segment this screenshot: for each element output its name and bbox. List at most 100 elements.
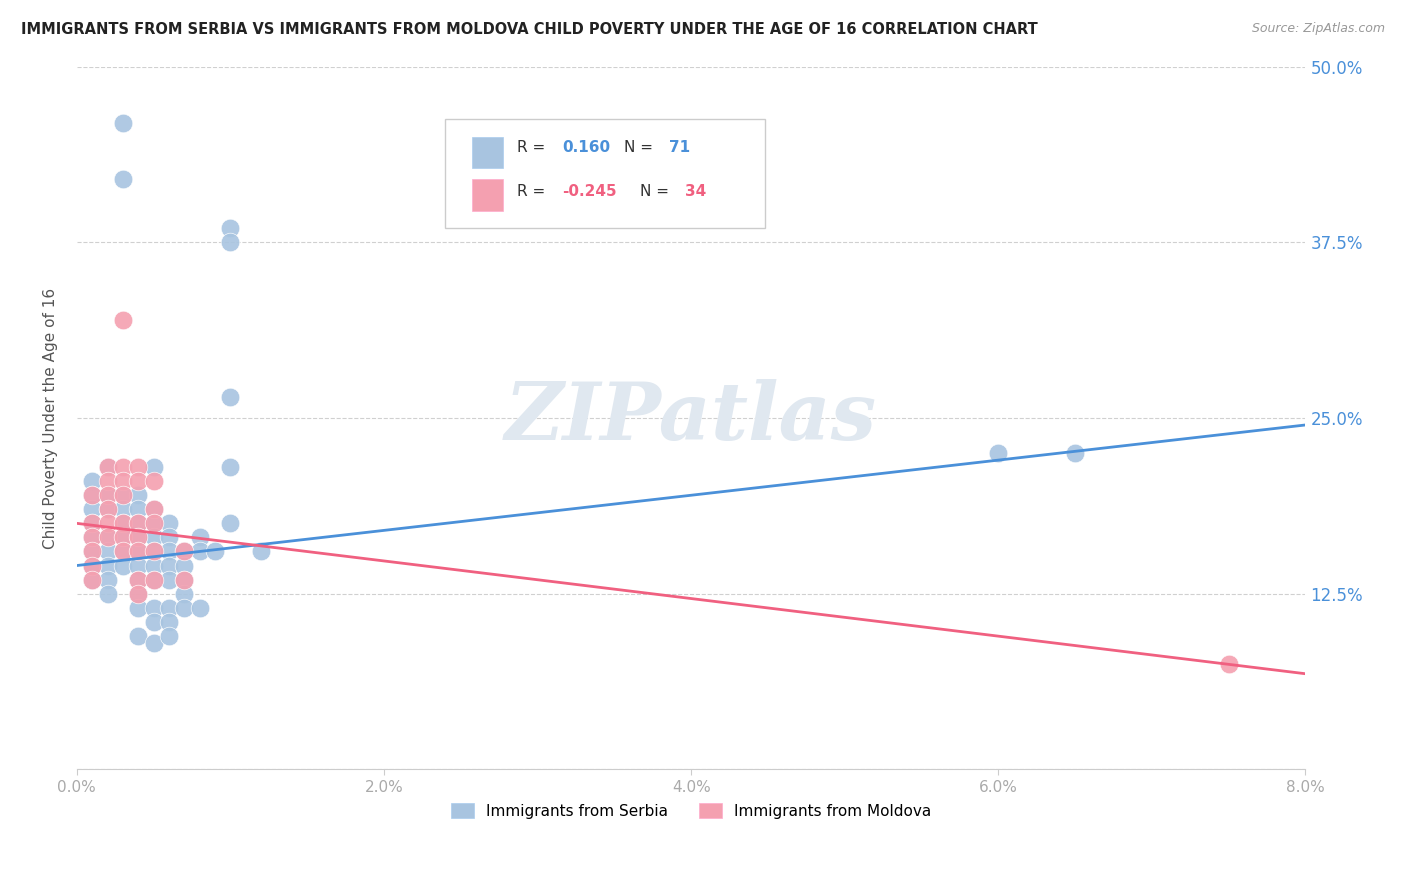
Point (157, 530, 180, 544)
Point (142, 516, 165, 531)
Point (142, 636, 165, 650)
Point (111, 116, 134, 130)
FancyBboxPatch shape (446, 120, 765, 228)
Point (127, 516, 149, 531)
Point (82, 516, 104, 531)
Point (157, 558, 180, 573)
Point (97, 516, 120, 531)
Point (1064, 446, 1087, 460)
Point (127, 558, 149, 573)
Point (127, 573, 149, 587)
Point (127, 629, 149, 643)
Point (111, 558, 134, 573)
Point (111, 502, 134, 516)
Text: N =: N = (640, 184, 673, 199)
Point (97, 558, 120, 573)
Point (142, 558, 165, 573)
Point (173, 573, 195, 587)
Point (219, 235, 242, 250)
Point (142, 530, 165, 544)
Point (173, 544, 195, 558)
Point (127, 587, 149, 601)
Bar (472, 179, 503, 211)
Point (157, 629, 180, 643)
Point (142, 502, 165, 516)
Point (111, 488, 134, 502)
Point (111, 516, 134, 531)
Point (173, 587, 195, 601)
Point (204, 544, 226, 558)
Point (82, 544, 104, 558)
Point (111, 530, 134, 544)
Point (157, 544, 180, 558)
Text: 0.160: 0.160 (562, 140, 610, 155)
Point (111, 544, 134, 558)
Point (82, 488, 104, 502)
Point (97, 474, 120, 488)
Point (111, 544, 134, 558)
Point (127, 573, 149, 587)
Point (97, 488, 120, 502)
Point (127, 530, 149, 544)
Point (157, 615, 180, 629)
Point (111, 516, 134, 531)
Text: 71: 71 (669, 140, 690, 155)
Text: IMMIGRANTS FROM SERBIA VS IMMIGRANTS FROM MOLDOVA CHILD POVERTY UNDER THE AGE OF: IMMIGRANTS FROM SERBIA VS IMMIGRANTS FRO… (21, 22, 1038, 37)
Point (157, 600, 180, 615)
Point (157, 516, 180, 531)
Point (111, 474, 134, 488)
Text: -0.245: -0.245 (562, 184, 617, 199)
Point (188, 530, 211, 544)
Point (97, 573, 120, 587)
Point (127, 516, 149, 531)
Point (82, 544, 104, 558)
Point (188, 600, 211, 615)
Point (142, 615, 165, 629)
Point (219, 221, 242, 235)
Point (173, 600, 195, 615)
Point (82, 502, 104, 516)
Point (142, 474, 165, 488)
Point (127, 488, 149, 502)
Point (111, 172, 134, 186)
Point (97, 460, 120, 475)
Point (111, 530, 134, 544)
Point (142, 516, 165, 531)
Point (97, 530, 120, 544)
Point (142, 600, 165, 615)
Point (173, 558, 195, 573)
Point (111, 460, 134, 475)
Text: Source: ZipAtlas.com: Source: ZipAtlas.com (1251, 22, 1385, 36)
Point (97, 544, 120, 558)
Point (127, 460, 149, 475)
Point (142, 460, 165, 475)
Point (111, 312, 134, 326)
Point (127, 530, 149, 544)
Point (987, 446, 1010, 460)
Point (82, 573, 104, 587)
Point (82, 474, 104, 488)
Point (127, 502, 149, 516)
Point (82, 488, 104, 502)
Point (82, 558, 104, 573)
Bar (472, 136, 503, 169)
Point (1218, 657, 1240, 671)
Point (97, 460, 120, 475)
Point (142, 544, 165, 558)
Point (82, 573, 104, 587)
Y-axis label: Child Poverty Under the Age of 16: Child Poverty Under the Age of 16 (44, 287, 58, 549)
Point (173, 573, 195, 587)
Point (82, 530, 104, 544)
Point (142, 544, 165, 558)
Point (127, 474, 149, 488)
Point (127, 544, 149, 558)
Point (188, 544, 211, 558)
Point (97, 530, 120, 544)
Point (219, 390, 242, 404)
Point (219, 516, 242, 531)
Text: R =: R = (516, 184, 550, 199)
Legend: Immigrants from Serbia, Immigrants from Moldova: Immigrants from Serbia, Immigrants from … (444, 797, 938, 825)
Point (219, 460, 242, 475)
Point (97, 502, 120, 516)
Point (97, 502, 120, 516)
